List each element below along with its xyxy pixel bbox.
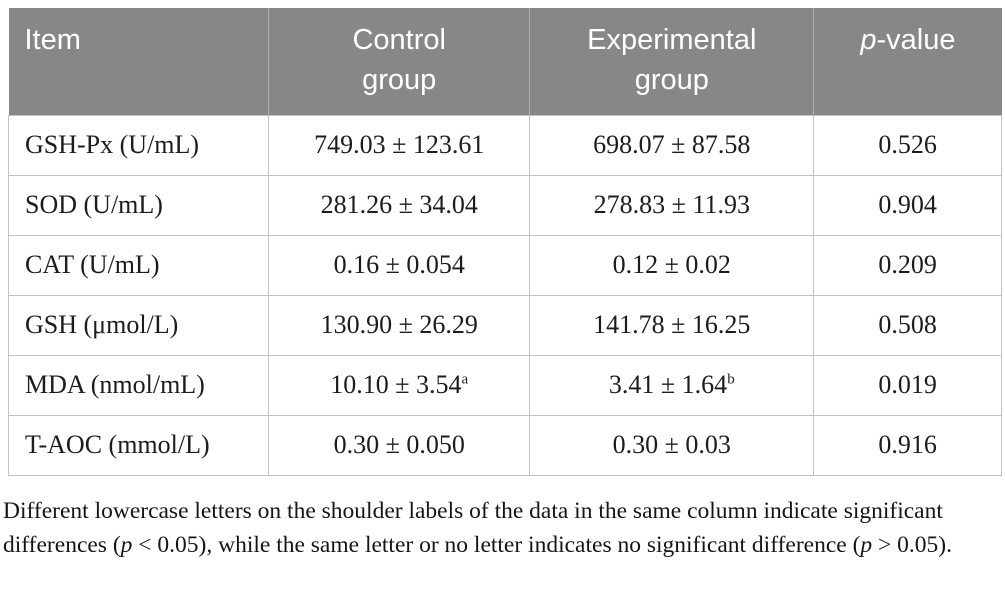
item-label: GSH (μmol/L): [7, 294, 270, 356]
experimental-value: 0.12 ± 0.02: [529, 234, 815, 296]
table-row-gsh-px: GSH-Px (U/mL) 749.03 ± 123.61 698.07 ± 8…: [7, 114, 1002, 176]
value-text: 3.41 ± 1.64: [608, 370, 728, 399]
experimental-value: 278.83 ± 11.93: [529, 174, 815, 236]
table-header: Item Control group Experimental group p-…: [8, 8, 1002, 115]
value-text: 698.07 ± 87.58: [593, 130, 751, 159]
item-label: MDA (nmol/mL): [7, 354, 270, 416]
value-text: 0.30 ± 0.050: [333, 430, 465, 459]
shoulder-label: a: [461, 371, 469, 388]
footnote-p-italic-2: p: [860, 532, 873, 558]
antioxidant-results-table-wrap: Item Control group Experimental group p-…: [7, 8, 1002, 476]
p-value: 0.916: [813, 414, 1002, 476]
header-experimental-group-label: Experimental group: [587, 24, 757, 96]
control-value: 0.30 ± 0.050: [268, 414, 531, 476]
table-row-mda: MDA (nmol/mL) 10.10 ± 3.54a 3.41 ± 1.64b…: [7, 354, 1002, 416]
footnote-text-2: < 0.05), while the same letter or no let…: [132, 532, 861, 558]
header-experimental-group: Experimental group: [529, 8, 814, 115]
header-item-label: Item: [24, 24, 81, 56]
p-value: 0.209: [813, 234, 1002, 296]
experimental-value: 3.41 ± 1.64b: [529, 354, 815, 416]
value-text: 278.83 ± 11.93: [593, 190, 750, 219]
item-label: CAT (U/mL): [7, 234, 270, 296]
table-footnote: Different lowercase letters on the shoul…: [3, 494, 1003, 562]
value-text: 749.03 ± 123.61: [314, 130, 485, 159]
p-value: 0.508: [813, 294, 1002, 356]
item-label: T-AOC (mmol/L): [7, 414, 270, 476]
p-value: 0.526: [813, 114, 1002, 176]
control-value: 281.26 ± 34.04: [268, 174, 531, 236]
header-p-value-italic: p: [860, 24, 877, 56]
value-text: 130.90 ± 26.29: [320, 310, 478, 339]
shoulder-label: b: [727, 371, 735, 388]
table-row-t-aoc: T-AOC (mmol/L) 0.30 ± 0.050 0.30 ± 0.03 …: [7, 414, 1002, 476]
table-row-cat: CAT (U/mL) 0.16 ± 0.054 0.12 ± 0.02 0.20…: [7, 234, 1002, 296]
control-value: 130.90 ± 26.29: [268, 294, 531, 356]
table-row-sod: SOD (U/mL) 281.26 ± 34.04 278.83 ± 11.93…: [7, 174, 1002, 236]
header-control-group: Control group: [268, 8, 530, 115]
value-text: 0.30 ± 0.03: [612, 430, 731, 459]
experimental-value: 0.30 ± 0.03: [529, 414, 815, 476]
control-value: 10.10 ± 3.54a: [268, 354, 531, 416]
value-text: 141.78 ± 16.25: [593, 310, 751, 339]
item-label: GSH-Px (U/mL): [7, 114, 270, 176]
antioxidant-results-table: Item Control group Experimental group p-…: [7, 8, 1002, 476]
value-text: 0.16 ± 0.054: [333, 250, 465, 279]
experimental-value: 141.78 ± 16.25: [529, 294, 815, 356]
value-text: 281.26 ± 34.04: [320, 190, 478, 219]
p-value: 0.019: [813, 354, 1002, 416]
value-text: 10.10 ± 3.54: [330, 370, 462, 399]
footnote-p-italic-1: p: [120, 532, 133, 558]
item-label: SOD (U/mL): [7, 174, 270, 236]
footnote-text-3: > 0.05).: [872, 532, 953, 558]
header-row: Item Control group Experimental group p-…: [8, 8, 1002, 115]
header-p-value-rest: -value: [876, 24, 956, 56]
control-value: 0.16 ± 0.054: [268, 234, 531, 296]
p-value: 0.904: [813, 174, 1002, 236]
value-text: 0.12 ± 0.02: [612, 250, 731, 279]
footnote-text-1: Different lowercase letters on the shoul…: [3, 498, 943, 558]
table-row-gsh: GSH (μmol/L) 130.90 ± 26.29 141.78 ± 16.…: [7, 294, 1002, 356]
header-item: Item: [8, 8, 269, 115]
header-p-value: p-value: [813, 8, 1002, 115]
header-control-group-label: Control group: [352, 24, 446, 96]
control-value: 749.03 ± 123.61: [268, 114, 531, 176]
table-body: GSH-Px (U/mL) 749.03 ± 123.61 698.07 ± 8…: [7, 114, 1002, 476]
experimental-value: 698.07 ± 87.58: [529, 114, 815, 176]
